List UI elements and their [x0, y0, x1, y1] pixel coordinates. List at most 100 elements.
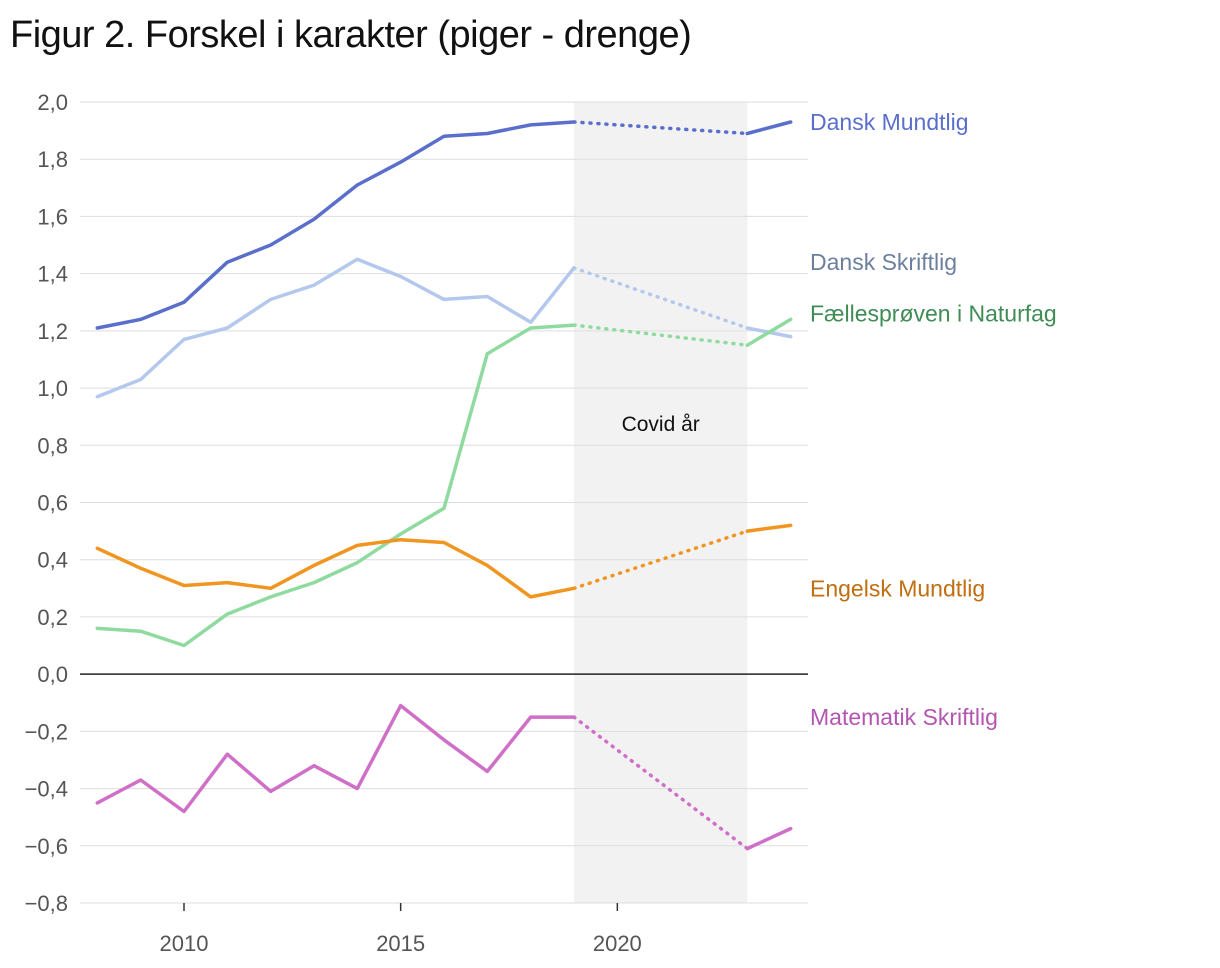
data-point-engelsk-mundtlig [226, 582, 228, 584]
series-line-f-llespr-ven-i-naturfag [95, 323, 576, 648]
series-lines [95, 120, 793, 851]
data-point-engelsk-mundtlig [356, 544, 358, 546]
data-point-matematik-skriftlig [226, 753, 228, 755]
series-line-engelsk-mundtlig [95, 537, 576, 599]
data-point-dansk-skriftlig [140, 378, 142, 380]
data-point-dansk-skriftlig [226, 327, 228, 329]
data-point-engelsk-mundtlig [573, 587, 575, 589]
data-point-engelsk-mundtlig [96, 547, 98, 549]
data-point-dansk-skriftlig [400, 276, 402, 278]
y-tick-label: 0,6 [37, 491, 68, 516]
data-point-dansk-mundtlig [530, 124, 532, 126]
data-point-dansk-mundtlig [790, 121, 792, 123]
x-axis-ticks: 2010 2015 2020 [160, 903, 642, 956]
series-line-dansk-skriftlig [95, 257, 576, 399]
x-tick-label: 2010 [160, 931, 209, 956]
data-point-matematik-skriftlig [183, 810, 185, 812]
data-point-dansk-mundtlig [486, 132, 488, 134]
series-line-post-dansk-mundtlig [745, 120, 793, 136]
y-tick-label: 1,2 [37, 319, 68, 344]
data-point-matematik-skriftlig [140, 779, 142, 781]
series-covid-dotted-engelsk-mundtlig [572, 529, 750, 591]
data-point-f-llespr-ven-i-naturfag [573, 324, 575, 326]
data-point-matematik-skriftlig [486, 770, 488, 772]
data-point-engelsk-mundtlig [270, 587, 272, 589]
y-tick-label: 1,8 [37, 147, 68, 172]
data-point-f-llespr-ven-i-naturfag [140, 630, 142, 632]
data-point-dansk-skriftlig [443, 298, 445, 300]
data-point-dansk-skriftlig [270, 298, 272, 300]
y-tick-label: −0,2 [25, 719, 68, 744]
data-point-dansk-skriftlig [573, 267, 575, 269]
y-tick-label: 0,2 [37, 605, 68, 630]
y-axis-ticks: −0,8 −0,6 −0,4 −0,2 0,0 0,2 0,4 0,6 0,8 1,0 1,2 1,4… [25, 90, 68, 916]
data-point-engelsk-mundtlig [530, 596, 532, 598]
y-tick-label: 0,0 [37, 662, 68, 687]
series-label-f-llespr-ven-i-naturfag: Fællesprøven i Naturfag [810, 301, 1057, 327]
y-tick-label: 1,6 [37, 204, 68, 229]
data-point-f-llespr-ven-i-naturfag [313, 582, 315, 584]
series-line-matematik-skriftlig [95, 703, 576, 814]
y-tick-label: −0,6 [25, 834, 68, 859]
series-covid-dotted-f-llespr-ven-i-naturfag [572, 323, 750, 347]
series-label-dansk-mundtlig: Dansk Mundtlig [810, 109, 969, 135]
data-point-dansk-mundtlig [226, 261, 228, 263]
data-point-dansk-mundtlig [400, 161, 402, 163]
data-point-engelsk-mundtlig [746, 530, 748, 532]
data-point-dansk-mundtlig [356, 184, 358, 186]
data-point-f-llespr-ven-i-naturfag [746, 344, 748, 346]
data-point-matematik-skriftlig [313, 765, 315, 767]
data-point-f-llespr-ven-i-naturfag [96, 627, 98, 629]
data-point-dansk-mundtlig [96, 327, 98, 329]
chart-title: Figur 2. Forskel i karakter (piger - dre… [10, 14, 692, 56]
data-point-dansk-skriftlig [530, 321, 532, 323]
series-covid-dotted-dansk-mundtlig [572, 120, 750, 136]
data-point-dansk-mundtlig [140, 318, 142, 320]
data-point-dansk-skriftlig [486, 296, 488, 298]
data-point-f-llespr-ven-i-naturfag [270, 596, 272, 598]
data-point-dansk-mundtlig [270, 244, 272, 246]
data-point-f-llespr-ven-i-naturfag [183, 645, 185, 647]
y-tick-label: −0,8 [25, 891, 68, 916]
data-point-dansk-skriftlig [790, 336, 792, 338]
data-point-dansk-mundtlig [313, 218, 315, 220]
data-point-engelsk-mundtlig [486, 564, 488, 566]
data-point-matematik-skriftlig [573, 716, 575, 718]
series-label-dansk-skriftlig: Dansk Skriftlig [810, 249, 957, 275]
series-line-post-matematik-skriftlig [745, 826, 793, 851]
data-point-dansk-skriftlig [313, 284, 315, 286]
covid-annotation: Covid år [622, 413, 700, 436]
data-point-dansk-skriftlig [96, 396, 98, 398]
series-line-post-f-llespr-ven-i-naturfag [745, 317, 793, 347]
data-point-engelsk-mundtlig [790, 524, 792, 526]
data-point-f-llespr-ven-i-naturfag [226, 613, 228, 615]
data-point-f-llespr-ven-i-naturfag [443, 507, 445, 509]
data-point-dansk-skriftlig [356, 258, 358, 260]
data-point-engelsk-mundtlig [183, 584, 185, 586]
data-point-dansk-mundtlig [443, 135, 445, 137]
y-tick-label: 0,8 [37, 433, 68, 458]
series-covid-dotted-dansk-skriftlig [572, 266, 750, 330]
data-point-f-llespr-ven-i-naturfag [530, 327, 532, 329]
data-point-matematik-skriftlig [270, 790, 272, 792]
series-label-matematik-skriftlig: Matematik Skriftlig [810, 704, 998, 730]
data-point-f-llespr-ven-i-naturfag [356, 562, 358, 564]
series-labels: Dansk Mundtlig Dansk Skriftlig Fællesprøve… [810, 109, 1057, 730]
series-line-dansk-mundtlig [95, 120, 576, 330]
data-point-dansk-mundtlig [573, 121, 575, 123]
data-point-matematik-skriftlig [96, 802, 98, 804]
y-tick-label: −0,4 [25, 777, 68, 802]
series-line-post-engelsk-mundtlig [745, 523, 793, 533]
y-tick-label: 2,0 [37, 90, 68, 115]
data-point-engelsk-mundtlig [443, 542, 445, 544]
data-point-matematik-skriftlig [746, 848, 748, 850]
data-point-f-llespr-ven-i-naturfag [400, 533, 402, 535]
y-tick-label: 1,4 [37, 262, 68, 287]
y-tick-label: 1,0 [37, 376, 68, 401]
x-tick-label: 2020 [593, 931, 642, 956]
data-point-matematik-skriftlig [443, 739, 445, 741]
data-point-dansk-skriftlig [183, 338, 185, 340]
series-label-engelsk-mundtlig: Engelsk Mundtlig [810, 575, 985, 601]
x-tick-label: 2015 [376, 931, 425, 956]
